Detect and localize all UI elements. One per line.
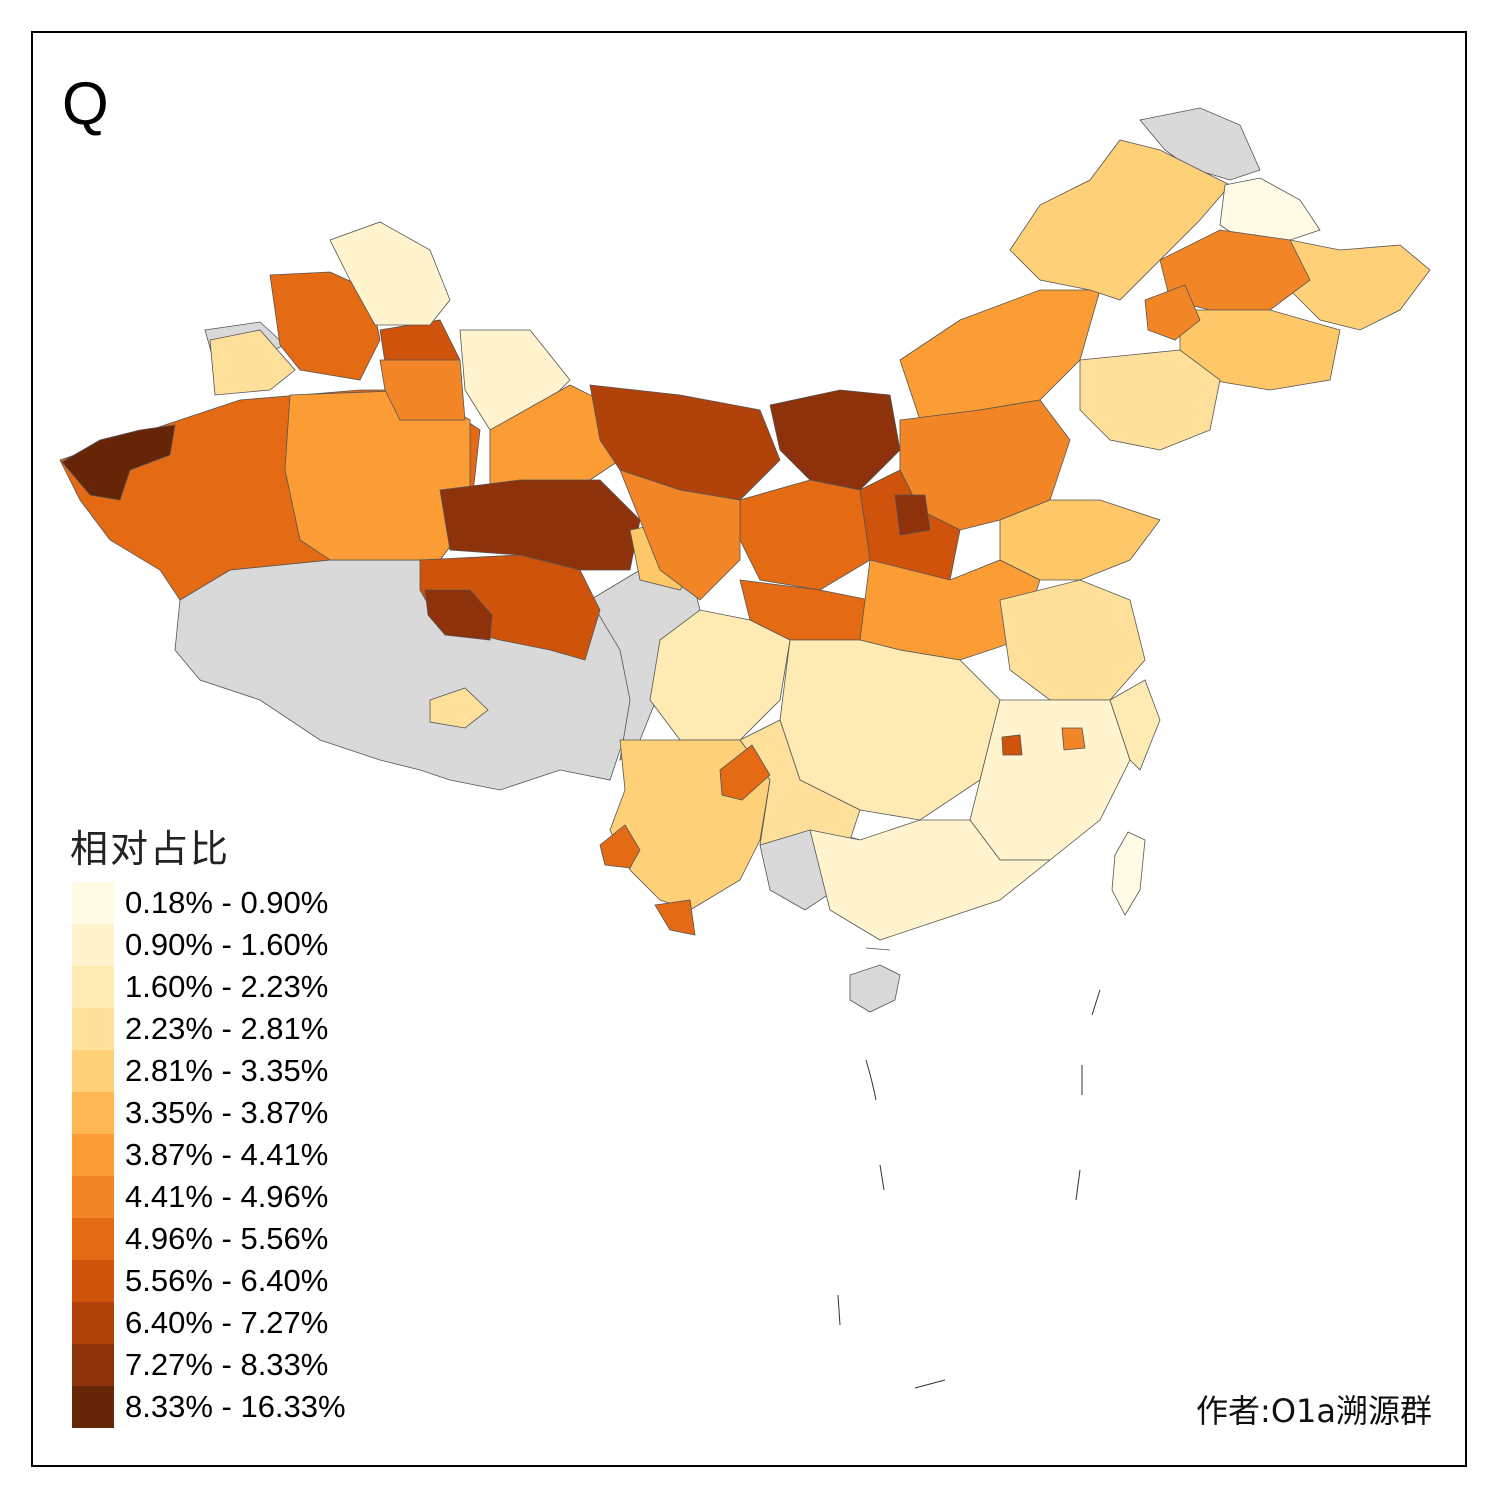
legend-swatch xyxy=(72,1218,114,1260)
legend-label: 3.87% - 4.41% xyxy=(125,1137,329,1172)
region-gansu-east xyxy=(619,469,741,601)
region-tibet-ngari-spot xyxy=(429,687,489,729)
legend-label: 4.41% - 4.96% xyxy=(125,1179,329,1214)
region-hainan-hint xyxy=(865,947,891,951)
legend-swatch xyxy=(72,924,114,966)
region-qinghai-haixi xyxy=(439,479,641,571)
region-inner-mongolia-east xyxy=(899,289,1101,421)
region-xishuangbanna xyxy=(654,899,696,936)
region-jiangsu-anhui xyxy=(999,579,1146,701)
panel-label: Q xyxy=(62,70,109,137)
legend-swatch xyxy=(72,1260,114,1302)
legend-swatch xyxy=(72,1134,114,1176)
region-jiangxi-fujian xyxy=(969,699,1131,861)
region-sichuan-east xyxy=(649,609,791,741)
region-xinjiang-ili xyxy=(209,329,296,396)
region-inner-mongolia-west xyxy=(589,384,781,501)
legend-swatch xyxy=(72,1386,114,1428)
region-jiangxi-spot xyxy=(1061,727,1086,751)
region-liaoning xyxy=(1079,349,1221,451)
region-xinjiang-turpan xyxy=(379,359,466,421)
region-xinjiang-kashgar xyxy=(61,424,176,501)
region-inner-mongolia-central xyxy=(769,389,901,491)
region-guangdong-guangxi xyxy=(809,819,1052,941)
legend-swatch xyxy=(72,1344,114,1386)
region-zhejiang xyxy=(1109,679,1161,771)
legend-swatch xyxy=(72,1092,114,1134)
legend-swatch xyxy=(72,1008,114,1050)
legend-title: 相对占比 xyxy=(70,827,231,871)
legend-label: 2.81% - 3.35% xyxy=(125,1053,329,1088)
legend-swatch xyxy=(72,1302,114,1344)
region-ningxia-shaanxi-north xyxy=(739,479,871,591)
region-datong xyxy=(894,494,931,536)
region-dehong xyxy=(599,824,641,869)
legend-label: 4.96% - 5.56% xyxy=(125,1221,329,1256)
legend-label: 3.35% - 3.87% xyxy=(125,1095,329,1130)
region-xinjiang-north xyxy=(269,271,381,381)
legend-swatch xyxy=(72,1176,114,1218)
legend-swatch xyxy=(72,966,114,1008)
region-heilongjiang-east xyxy=(1289,239,1431,331)
legend-swatch xyxy=(72,882,114,924)
region-liangshan xyxy=(719,744,771,801)
legend-label: 5.56% - 6.40% xyxy=(125,1263,329,1298)
region-qinghai-golog xyxy=(424,589,493,641)
south-china-sea-islands xyxy=(837,989,1101,1389)
legend-label: 7.27% - 8.33% xyxy=(125,1347,329,1382)
legend-label: 1.60% - 2.23% xyxy=(125,969,329,1004)
legend-swatch xyxy=(72,1050,114,1092)
region-jilin-baicheng xyxy=(1144,284,1201,341)
map-frame xyxy=(31,31,1467,1467)
region-hunan-spot xyxy=(1001,734,1023,756)
region-xinjiang-altay xyxy=(329,221,451,326)
legend-label: 0.18% - 0.90% xyxy=(125,885,329,920)
region-no-data-hainan xyxy=(849,964,901,1013)
legend-label: 0.90% - 1.60% xyxy=(125,927,329,962)
legend-label: 2.23% - 2.81% xyxy=(125,1011,329,1046)
legend-label: 6.40% - 7.27% xyxy=(125,1305,329,1340)
region-no-data-heilongjiang-north xyxy=(1139,107,1261,181)
legend-label: 8.33% - 16.33% xyxy=(125,1389,346,1424)
region-heilongjiang-north xyxy=(1219,177,1321,246)
author-credit: 作者:O1a溯源群 xyxy=(1196,1392,1432,1430)
region-taiwan xyxy=(1111,831,1146,916)
region-shandong xyxy=(999,499,1161,581)
